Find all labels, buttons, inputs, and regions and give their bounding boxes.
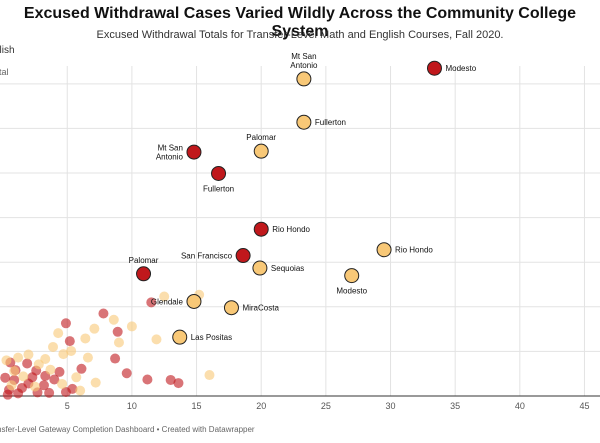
legend-english[interactable]: glish — [0, 45, 15, 56]
x-tick-label: 15 — [192, 401, 202, 411]
english-point[interactable] — [29, 381, 40, 392]
point-label: Las Positas — [191, 333, 232, 342]
labelled-point[interactable] — [253, 221, 269, 237]
english-point[interactable] — [58, 349, 69, 360]
labelled-point[interactable] — [136, 266, 152, 282]
labelled-point[interactable] — [223, 300, 239, 316]
english-point[interactable] — [45, 364, 56, 375]
english-point[interactable] — [9, 366, 20, 377]
english-point[interactable] — [66, 345, 77, 356]
english-point[interactable] — [53, 328, 64, 339]
english-point[interactable] — [1, 355, 12, 366]
point-label: Rio Hondo — [272, 225, 310, 234]
math-point[interactable] — [142, 374, 153, 385]
labelled-point[interactable] — [235, 248, 251, 264]
point-label: Glendale — [151, 297, 184, 306]
chart-subtitle: Excused Withdrawal Totals for Transfer-L… — [96, 29, 504, 41]
x-tick-label: 30 — [386, 401, 396, 411]
english-point[interactable] — [23, 349, 34, 360]
english-point[interactable] — [57, 378, 68, 389]
english-point[interactable] — [89, 323, 100, 334]
english-point[interactable] — [151, 334, 162, 345]
point-label: Rio Hondo — [395, 246, 433, 255]
math-point[interactable] — [110, 353, 121, 364]
point-label: MiraCosta — [242, 304, 279, 313]
english-point[interactable] — [48, 341, 59, 352]
english-point[interactable] — [204, 370, 215, 381]
labelled-point[interactable] — [186, 293, 202, 309]
labelled-point[interactable] — [296, 71, 312, 87]
labelled-point[interactable] — [172, 329, 188, 345]
english-point[interactable] — [82, 352, 93, 363]
english-point[interactable] — [71, 372, 82, 383]
math-point[interactable] — [38, 380, 49, 391]
point-label: Sequoias — [271, 264, 304, 273]
english-point[interactable] — [80, 333, 91, 344]
math-point[interactable] — [165, 374, 176, 385]
math-point[interactable] — [60, 318, 71, 329]
point-label: Palomar — [246, 133, 276, 142]
math-point[interactable] — [146, 297, 157, 308]
math-point[interactable] — [54, 366, 65, 377]
point-label: Palomar — [129, 256, 159, 265]
english-point[interactable] — [113, 337, 124, 348]
english-point[interactable] — [75, 385, 86, 396]
math-point[interactable] — [60, 386, 71, 397]
footer-credits[interactable]: nsfer-Level Gateway Completion Dashboard… — [0, 425, 255, 434]
labelled-point[interactable] — [344, 268, 360, 284]
y-axis-title: otal — [0, 67, 9, 77]
math-point[interactable] — [44, 387, 55, 398]
point-label: San Francisco — [181, 252, 233, 261]
math-point[interactable] — [2, 389, 13, 400]
math-point[interactable] — [64, 336, 75, 347]
x-tick-label: 25 — [321, 401, 331, 411]
labelled-point[interactable] — [376, 242, 392, 258]
x-tick-label: 20 — [256, 401, 266, 411]
x-tick-label: 35 — [450, 401, 460, 411]
labelled-point[interactable] — [211, 165, 227, 181]
data-points — [0, 60, 442, 400]
point-label: Fullerton — [315, 118, 346, 127]
english-point[interactable] — [18, 371, 29, 382]
english-point[interactable] — [126, 321, 137, 332]
labelled-point[interactable] — [253, 143, 269, 159]
point-label: Mt San Antonio — [290, 52, 318, 70]
math-point[interactable] — [22, 358, 33, 369]
math-point[interactable] — [49, 374, 60, 385]
labelled-point[interactable] — [426, 60, 442, 76]
point-label: Fullerton — [203, 184, 234, 193]
math-point[interactable] — [0, 372, 11, 383]
math-point[interactable] — [173, 378, 184, 389]
point-label: Mt San Antonio — [156, 144, 184, 162]
point-labels: Modesto Mt San Antonio Fullerton Rio Hondo Sa… — [129, 52, 477, 342]
chart-title: Excused Withdrawal Cases Varied Wildly A… — [23, 5, 577, 40]
english-point[interactable] — [33, 359, 44, 370]
english-point[interactable] — [90, 377, 101, 388]
english-point[interactable] — [108, 314, 119, 325]
math-point[interactable] — [121, 368, 132, 379]
point-label: Modesto — [336, 287, 367, 296]
english-point[interactable] — [6, 380, 17, 391]
x-tick-label: 40 — [515, 401, 525, 411]
labelled-point[interactable] — [252, 260, 268, 276]
labelled-point[interactable] — [186, 144, 202, 160]
english-point[interactable] — [159, 291, 170, 302]
math-point[interactable] — [76, 363, 87, 374]
x-tick-label: 45 — [579, 401, 589, 411]
english-point[interactable] — [13, 352, 24, 363]
math-point[interactable] — [112, 326, 123, 337]
x-tick-label: 5 — [65, 401, 70, 411]
point-label: Modesto — [445, 64, 476, 73]
labelled-point[interactable] — [296, 114, 312, 130]
x-axis: 5 10 15 20 25 30 35 40 45 — [0, 395, 600, 411]
math-point[interactable] — [13, 388, 24, 399]
x-tick-label: 10 — [127, 401, 137, 411]
math-point[interactable] — [98, 308, 109, 319]
